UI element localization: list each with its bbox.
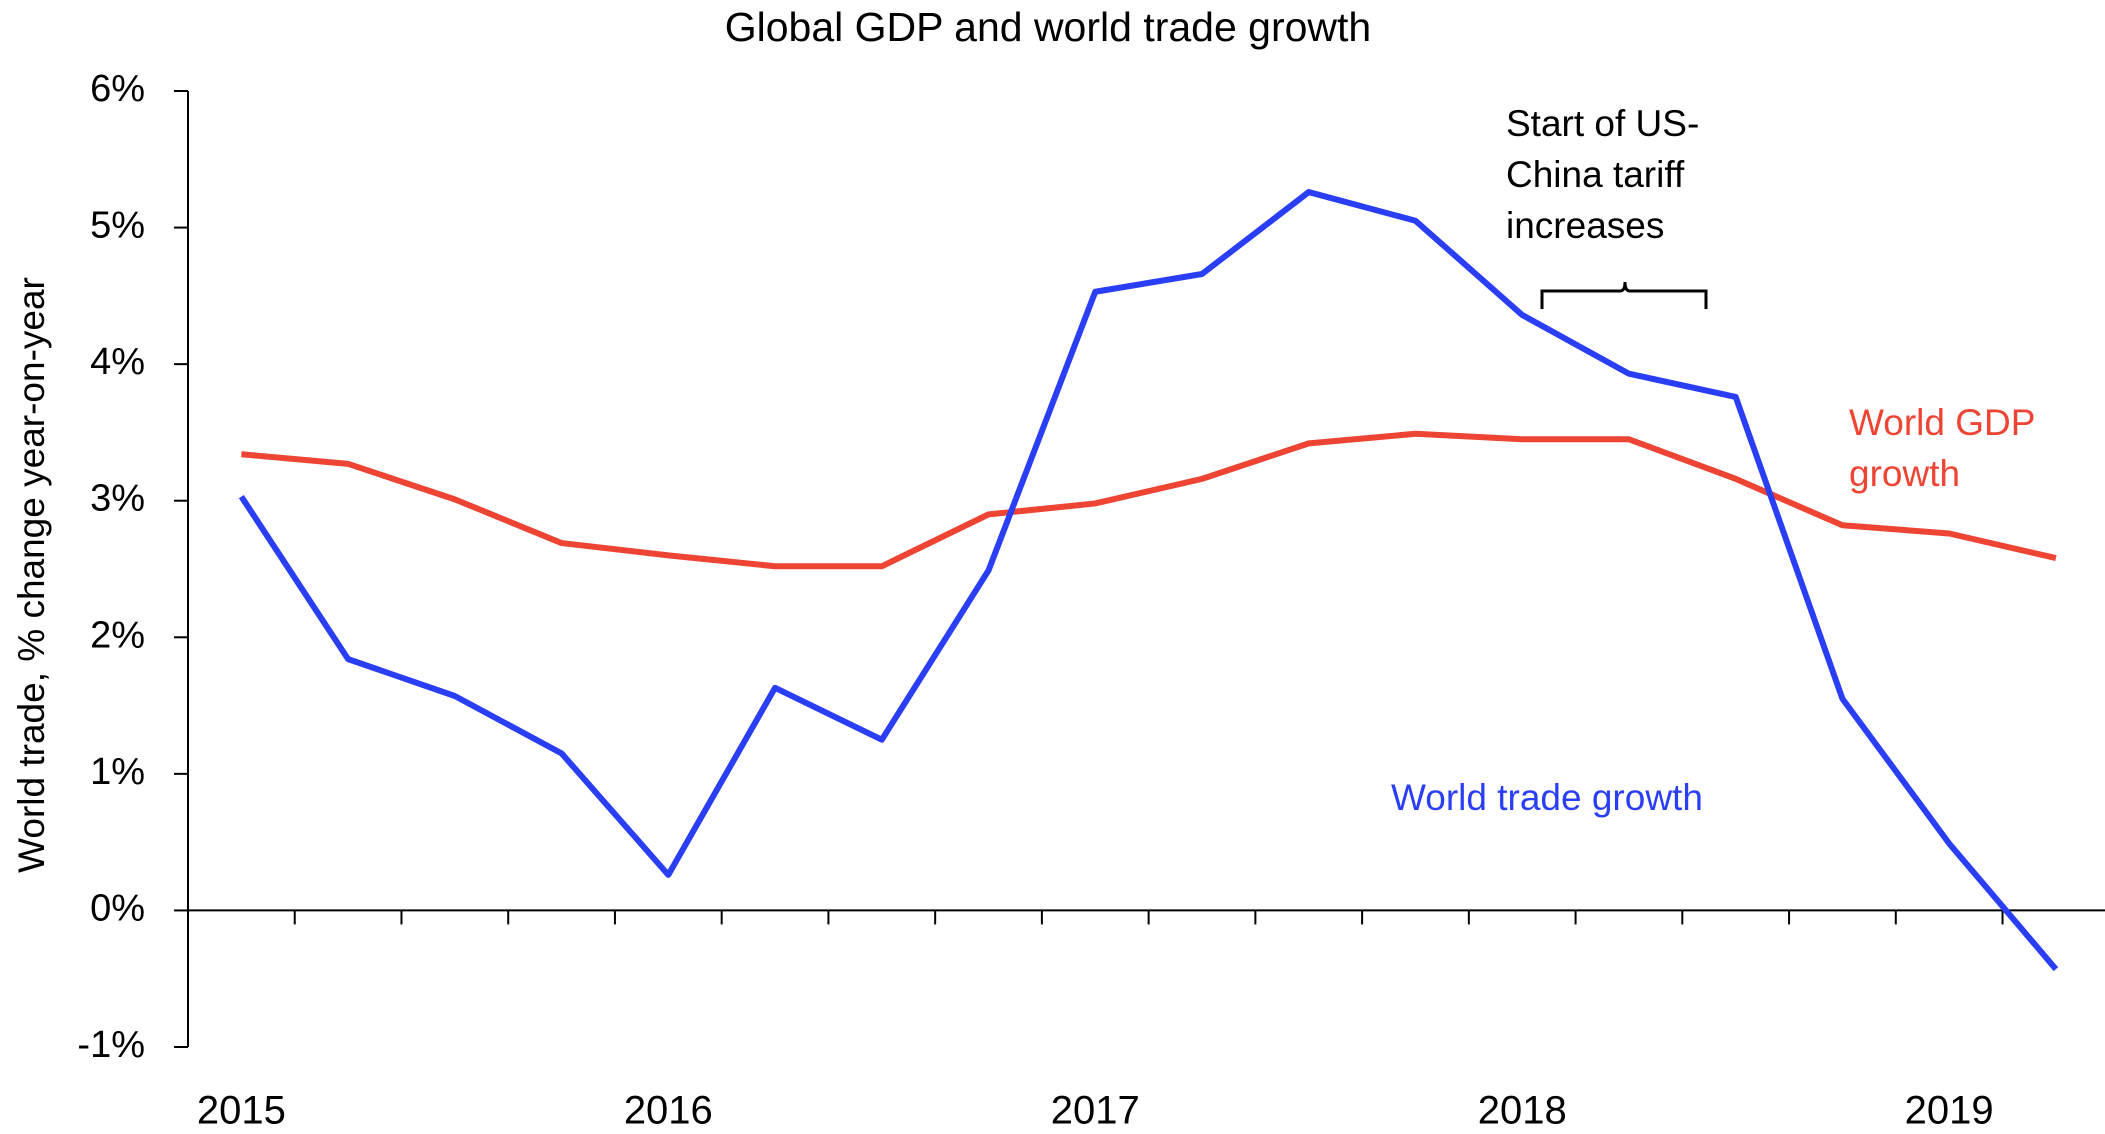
series-line xyxy=(241,430,2057,570)
y-tick-label: 2% xyxy=(90,614,145,656)
y-tick-label: -1% xyxy=(77,1024,145,1066)
x-tick-label: 2019 xyxy=(1905,1089,1994,1133)
chart-title: Global GDP and world trade growth xyxy=(725,4,1371,50)
x-tick-label: 2016 xyxy=(624,1089,713,1133)
y-tick-label: 5% xyxy=(90,205,145,247)
x-tick-label: 2018 xyxy=(1478,1089,1567,1133)
bracket xyxy=(1540,281,1708,309)
series-line xyxy=(238,189,2059,972)
y-tick-label: 0% xyxy=(90,887,145,929)
annotation: Start of US-China tariff increases xyxy=(1506,103,1700,246)
y-tick-label: 3% xyxy=(90,478,145,520)
series-label: World GDP growth xyxy=(1849,402,2035,494)
y-tick-label: 6% xyxy=(90,68,145,110)
y-axis-label: World trade, % change year-on-year xyxy=(11,277,52,873)
series-label: World trade growth xyxy=(1391,777,1703,818)
y-tick-label: 4% xyxy=(90,341,145,383)
x-tick-label: 2017 xyxy=(1051,1089,1140,1133)
x-tick-label: 2015 xyxy=(197,1089,286,1133)
y-tick-label: 1% xyxy=(90,751,145,793)
